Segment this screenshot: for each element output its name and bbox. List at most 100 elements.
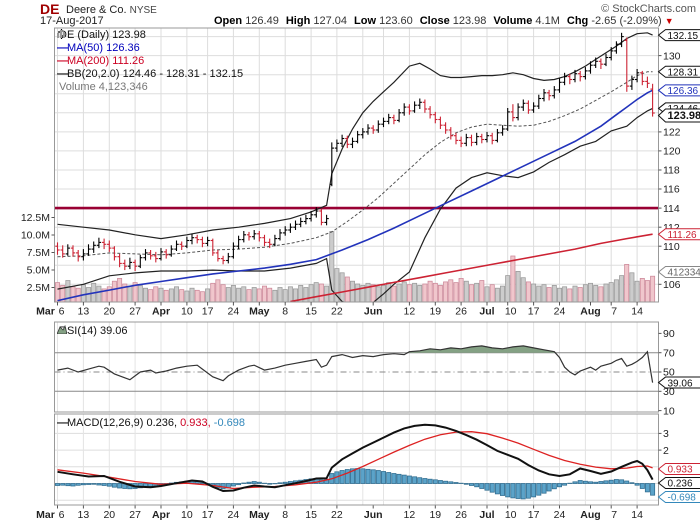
legend-bb-row: —BB(20,2.0) 124.46 - 128.31 - 132.15: [57, 68, 243, 81]
svg-text:39.06: 39.06: [668, 378, 693, 389]
macd-legend-row: —MACD(12,26,9) 0.236, 0.933, -0.698: [57, 417, 245, 430]
svg-text:15: 15: [305, 306, 317, 318]
legend-volume: Volume 4,123,346: [59, 81, 148, 93]
svg-text:24: 24: [228, 306, 240, 318]
svg-text:5.0M: 5.0M: [27, 265, 50, 277]
svg-text:128.31: 128.31: [668, 67, 699, 78]
svg-text:8: 8: [282, 509, 288, 521]
legend-title: DE (Daily) 123.98: [59, 29, 146, 41]
legend-ma50: MA(50) 126.36: [67, 42, 140, 54]
svg-text:24: 24: [554, 509, 566, 521]
legend-macd-hist: -0.698: [213, 417, 245, 429]
svg-text:50: 50: [663, 367, 675, 379]
svg-text:110: 110: [663, 241, 680, 253]
svg-text:6: 6: [59, 306, 65, 318]
svg-text:24: 24: [554, 306, 566, 318]
svg-text:4123346: 4123346: [668, 268, 700, 279]
svg-text:Mar: Mar: [36, 306, 55, 318]
svg-text:2: 2: [663, 445, 669, 457]
high-label: High: [285, 15, 311, 27]
volume-label: Volume: [493, 15, 533, 27]
svg-text:130: 130: [663, 50, 681, 62]
svg-text:12: 12: [404, 306, 416, 318]
svg-text:13: 13: [78, 509, 90, 521]
svg-text:Apr: Apr: [152, 306, 170, 318]
legend-title-row: DE (Daily) 123.98: [57, 29, 243, 42]
svg-text:114: 114: [663, 203, 680, 215]
ma50-swatch: —: [57, 42, 68, 54]
quote-strip: Open 126.49 High 127.04 Low 123.60 Close 12…: [207, 15, 674, 27]
legend-volume-row: Volume 4,123,346: [57, 30, 243, 94]
svg-text:122: 122: [663, 127, 681, 139]
svg-text:7: 7: [611, 306, 617, 318]
svg-text:10: 10: [505, 509, 517, 521]
svg-text:Aug: Aug: [580, 509, 600, 521]
rsi-legend-row: RSI(14) 39.06: [57, 325, 127, 338]
svg-text:Jul: Jul: [479, 509, 494, 521]
svg-text:Mar: Mar: [36, 509, 55, 521]
legend-ma50-row: —MA(50) 126.36: [57, 42, 243, 55]
svg-text:17: 17: [202, 306, 214, 318]
svg-text:106: 106: [663, 279, 681, 291]
bb-swatch: —: [57, 68, 68, 80]
low-label: Low: [354, 15, 377, 27]
legend-macd: MACD(12,26,9) 0.236,: [67, 417, 178, 429]
svg-text:24: 24: [228, 509, 240, 521]
svg-text:30: 30: [663, 386, 675, 398]
svg-text:19: 19: [429, 509, 441, 521]
volume-value: 4.1M: [535, 15, 560, 27]
svg-text:-0.698: -0.698: [668, 493, 697, 504]
ticker-symbol: DE: [40, 1, 60, 17]
high-value: 127.04: [313, 15, 348, 27]
svg-text:Jun: Jun: [364, 509, 383, 521]
svg-text:Aug: Aug: [580, 306, 600, 318]
main-legend: DE (Daily) 123.98 —MA(50) 126.36 —MA(200…: [57, 29, 243, 94]
svg-text:13: 13: [78, 306, 90, 318]
svg-text:7: 7: [611, 509, 617, 521]
svg-text:May: May: [249, 306, 270, 318]
svg-text:0.236: 0.236: [668, 479, 693, 490]
svg-text:26: 26: [455, 306, 467, 318]
legend-bb: BB(20,2.0) 124.46 - 128.31 - 132.15: [67, 68, 244, 80]
svg-text:26: 26: [455, 509, 467, 521]
macd-swatch: —: [57, 417, 68, 429]
legend-ma200: MA(200) 111.26: [67, 55, 145, 67]
svg-text:12: 12: [404, 509, 416, 521]
svg-text:20: 20: [103, 509, 115, 521]
company-name: Deere & Co. NYSE: [66, 4, 157, 16]
svg-text:6: 6: [59, 509, 65, 521]
svg-text:118: 118: [663, 165, 680, 177]
svg-text:120: 120: [663, 146, 681, 158]
copyright: © StockCharts.com: [601, 3, 696, 15]
svg-text:2.5M: 2.5M: [27, 282, 50, 294]
close-value: 123.98: [452, 15, 487, 27]
svg-text:17: 17: [202, 509, 214, 521]
svg-text:8: 8: [282, 306, 288, 318]
svg-text:14: 14: [631, 509, 643, 521]
legend-rsi: RSI(14) 39.06: [59, 325, 128, 337]
svg-text:70: 70: [663, 347, 675, 359]
svg-text:0.933: 0.933: [668, 465, 693, 476]
svg-text:Jul: Jul: [479, 306, 494, 318]
svg-text:20: 20: [103, 306, 115, 318]
close-label: Close: [419, 15, 450, 27]
svg-text:7.5M: 7.5M: [27, 247, 50, 259]
rsi-legend: RSI(14) 39.06: [57, 325, 127, 338]
svg-text:Jun: Jun: [364, 306, 383, 318]
svg-text:Apr: Apr: [152, 509, 170, 521]
chg-value: -2.65 (-2.09%): [591, 15, 662, 27]
svg-text:22: 22: [331, 306, 343, 318]
svg-text:132.15: 132.15: [668, 31, 699, 42]
down-arrow-icon: ▼: [664, 16, 674, 26]
svg-text:27: 27: [129, 509, 141, 521]
svg-text:3: 3: [663, 428, 669, 440]
svg-text:10: 10: [663, 405, 675, 417]
svg-text:22: 22: [331, 509, 343, 521]
open-label: Open: [214, 15, 243, 27]
legend-ma200-row: —MA(200) 111.26: [57, 55, 243, 68]
open-value: 126.49: [245, 15, 279, 27]
svg-text:123.98: 123.98: [668, 110, 700, 122]
svg-text:17: 17: [528, 306, 540, 318]
